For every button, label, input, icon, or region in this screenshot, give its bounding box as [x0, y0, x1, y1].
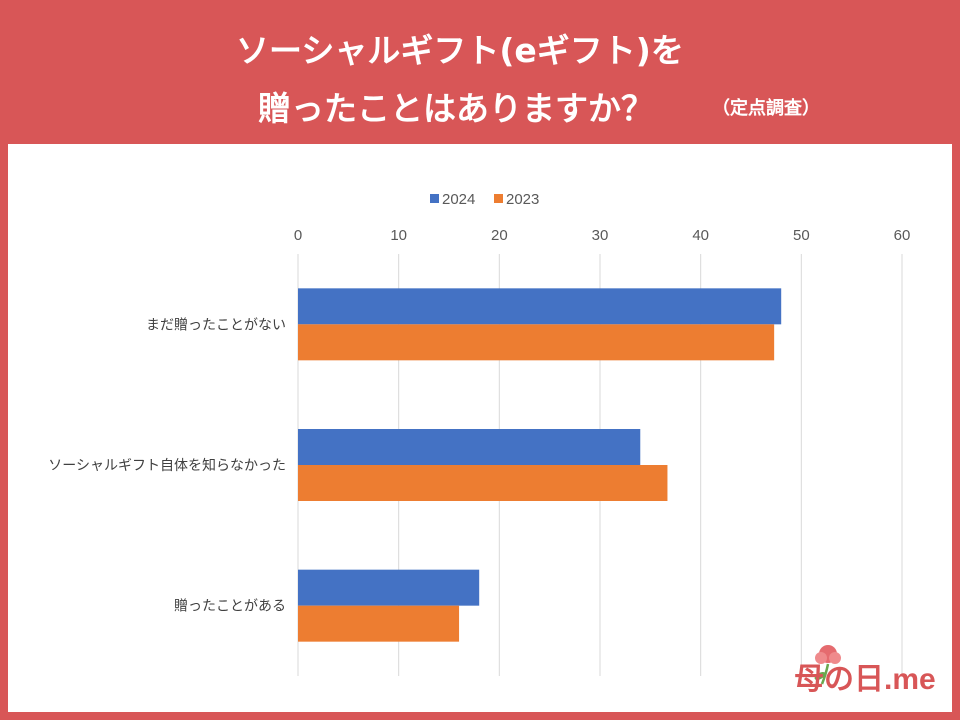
x-tick-label: 0: [294, 227, 302, 244]
bar-2024-1: [298, 429, 641, 465]
bar-2024-0: [298, 288, 782, 325]
x-tick-label: 20: [491, 227, 508, 244]
bar-chart: 0 10 20 30 40 50 60 2024 2023 まだ贈ったことがないソーシャルギフト自…: [48, 191, 911, 676]
bar-2023-0: [298, 324, 775, 361]
carnation-icon: [814, 645, 841, 685]
legend-swatch-2024: [430, 194, 439, 203]
x-tick-label: 30: [592, 227, 609, 244]
x-tick-label: 50: [793, 227, 810, 244]
x-tick-label: 40: [692, 227, 709, 244]
chart-title-note: （定点調査）: [712, 98, 820, 119]
category-label: ソーシャルギフト自体を知らなかった: [48, 457, 286, 474]
legend-swatch-2023: [494, 194, 503, 203]
x-tick-label: 60: [894, 227, 911, 244]
chart-title-line-2: 贈ったことはありますか？: [258, 89, 654, 128]
chart-panel: 0 10 20 30 40 50 60 2024 2023 まだ贈ったことがないソーシャルギフト自…: [8, 144, 952, 712]
x-tick-label: 10: [390, 227, 407, 244]
brand-logo: 母の日.me: [772, 640, 936, 700]
legend-label-2024: 2024: [442, 191, 475, 208]
category-label: まだ贈ったことがない: [146, 317, 286, 333]
chart-title-line-1: ソーシャルギフト(eギフト)を: [236, 31, 684, 70]
bar-2024-2: [298, 569, 480, 606]
category-label: 贈ったことがある: [174, 599, 286, 615]
bar-2023-1: [298, 465, 668, 501]
bar-2023-2: [298, 605, 460, 642]
brand-logo-text: 母の日.me: [794, 663, 936, 696]
legend-label-2023: 2023: [506, 191, 539, 208]
